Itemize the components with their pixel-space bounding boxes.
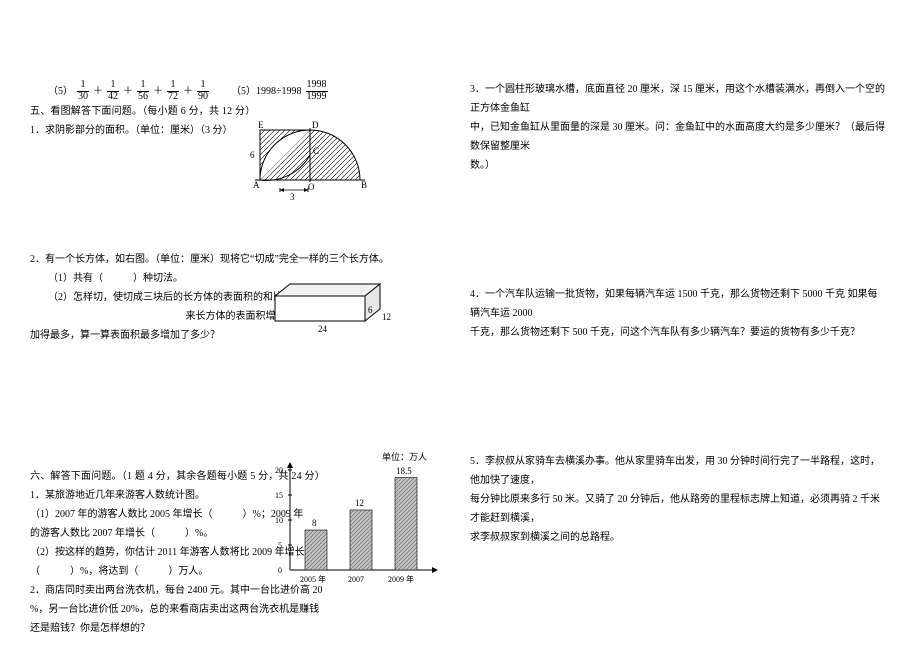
expr5-label: （5） — [48, 82, 73, 101]
q2-line3-tail: 来长方体的表面积增 — [186, 311, 276, 322]
svg-text:12: 12 — [382, 312, 391, 322]
section5-title: 五、看图解答下面问题。（每小题 6 分，共 12 分） — [30, 102, 430, 121]
label-B: B — [361, 180, 367, 190]
svg-text:20: 20 — [275, 466, 283, 475]
s6-q2-l3: 还是赔钱？你是怎样想的？ — [30, 619, 430, 638]
frac-1-30: 130 — [77, 80, 89, 102]
svg-text:12: 12 — [355, 498, 364, 508]
label-C: C — [313, 146, 319, 156]
q5-l3: 求李叔叔家到横溪之间的总路程。 — [470, 528, 885, 547]
svg-text:2005 年: 2005 年 — [300, 574, 326, 584]
label-D: D — [312, 120, 319, 130]
plus-4: ＋ — [183, 82, 193, 101]
frac-1998-1999: 19981999 — [306, 80, 328, 102]
q4-l1: 4．一个汽车队运输一批货物，如果每辆汽车运 1500 千克，那么货物还剩下 50… — [470, 285, 885, 323]
q3-l1: 3．一个圆柱形玻璃水槽，底面直径 20 厘米，深 15 厘米，用这个水槽装满水，… — [470, 80, 885, 118]
q2-line1: 2．有一个长方体，如右图。（单位：厘米）现将它“切成”完全一样的三个长方体。 — [30, 250, 430, 269]
q2-line3a: （2）怎样切，使切成三块后的长方体的表面积的和比原 — [48, 292, 293, 303]
svg-text:2007: 2007 — [348, 575, 364, 584]
svg-text:6: 6 — [368, 305, 373, 315]
svg-text:15: 15 — [275, 491, 283, 500]
q4-l2: 千克，那么货物还剩下 500 千克，问这个汽车队有多少辆汽车？要运的货物有多少千… — [470, 323, 885, 342]
frac-1-42: 142 — [107, 80, 119, 102]
svg-text:5: 5 — [278, 541, 282, 550]
q3-l3: 数。） — [470, 156, 885, 175]
frac-1-90: 190 — [197, 80, 209, 102]
plus-1: ＋ — [93, 82, 103, 101]
svg-text:2009 年: 2009 年 — [388, 574, 414, 584]
shaded-geom-diagram: E D C A O B 6 3 — [250, 120, 370, 210]
label-half3: 3 — [290, 192, 295, 202]
expression-row: （5） 130 ＋ 142 ＋ 156 ＋ 172 ＋ 190 （5）1998÷… — [48, 80, 430, 102]
q1-text: 1．求阴影部分的面积。（单位：厘米）（3 分） — [30, 121, 430, 140]
svg-text:18.5: 18.5 — [396, 466, 412, 476]
bar-chart: 单位：万人 0 5 10 15 20 8 12 — [270, 450, 440, 590]
svg-text:8: 8 — [312, 518, 317, 528]
q5-l2: 每分钟比原来多行 50 米。又骑了 20 分钟后，他从路旁的里程标志牌上知道，必… — [470, 490, 885, 528]
s6-q2-l2: %，另一台比进价低 20%，总的来看商店卖出这两台洗衣机是赚钱 — [30, 600, 430, 619]
label-E: E — [258, 120, 264, 130]
q3-l2: 中，已知金鱼缸从里面量的深是 30 厘米。问：金鱼缸中的水面高度大约是多少厘米？… — [470, 118, 885, 156]
cuboid-diagram: 6 12 24 — [270, 276, 400, 336]
plus-3: ＋ — [153, 82, 163, 101]
q5-l1: 5．李叔叔从家骑车去横溪办事。他从家里骑车出发，用 30 分钟时间行完了一半路程… — [470, 452, 885, 490]
label-O: O — [308, 182, 315, 192]
frac-1-56: 156 — [137, 80, 149, 102]
label-side6: 6 — [250, 150, 255, 160]
chart-unit: 单位：万人 — [382, 451, 427, 462]
label-A: A — [253, 180, 260, 190]
svg-text:24: 24 — [318, 324, 328, 334]
frac-1-72: 172 — [167, 80, 179, 102]
expr5b-label: （5）1998÷1998 — [231, 82, 302, 101]
svg-text:0: 0 — [278, 566, 282, 575]
plus-2: ＋ — [123, 82, 133, 101]
svg-text:10: 10 — [275, 516, 283, 525]
